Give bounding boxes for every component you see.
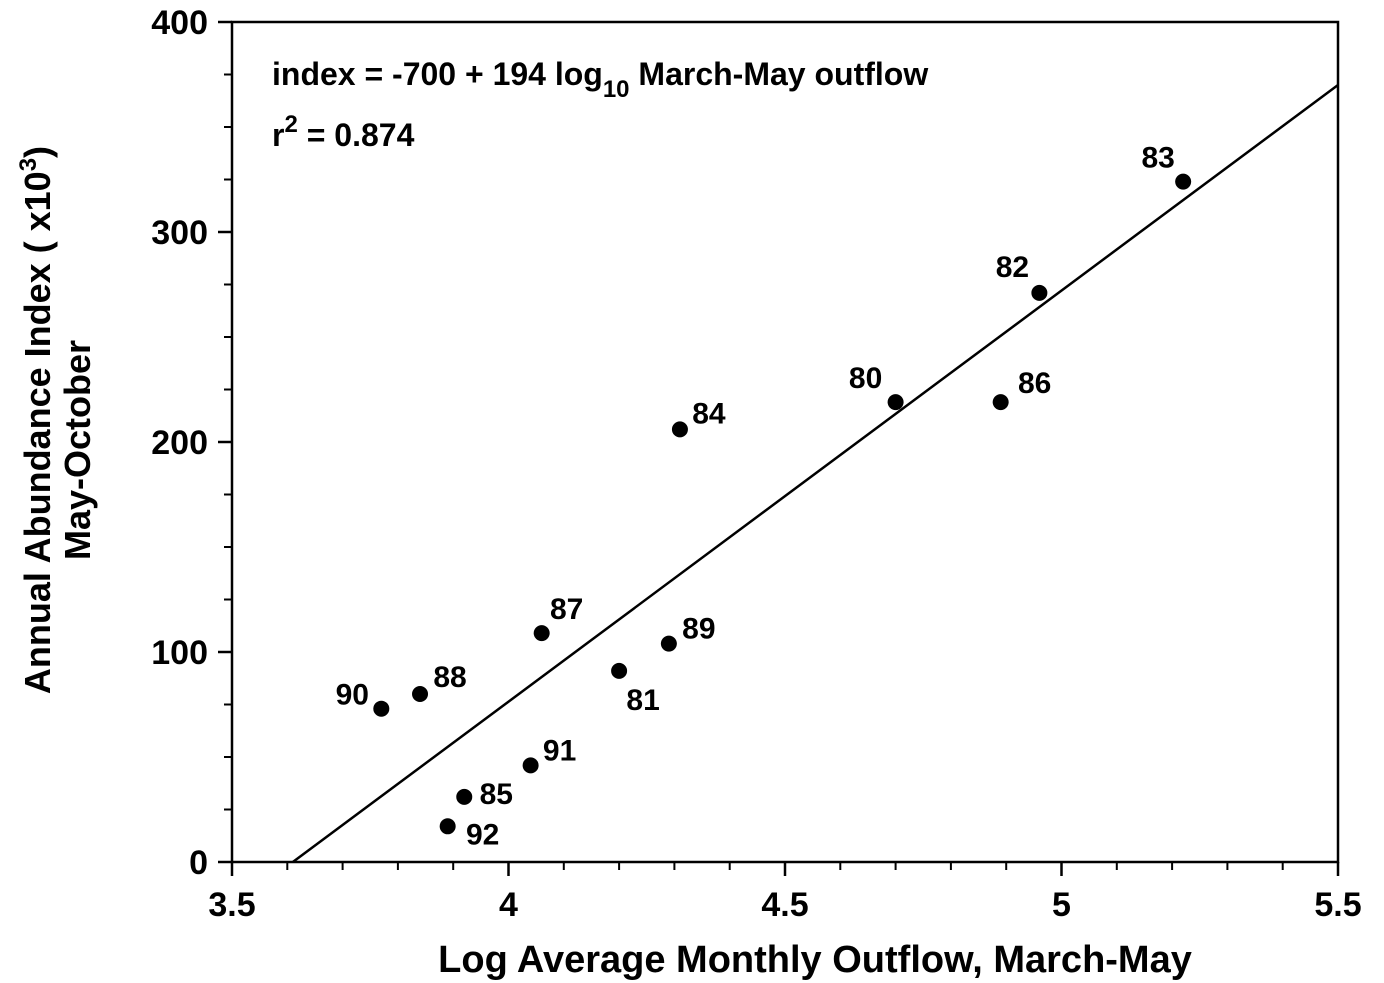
y-axis-subtitle: May-October (57, 340, 98, 560)
point (671, 421, 688, 438)
x-tick-label: 5 (1052, 886, 1071, 924)
annotation-sup: 2 (284, 111, 297, 138)
y-tick-label: 300 (151, 214, 208, 252)
x-tick-label: 4.5 (761, 886, 808, 924)
annotation: index = -700 + 194 log10 March-May outfl… (272, 56, 928, 103)
x-tick-label: 3.5 (208, 886, 255, 924)
annotation-part: = 0.874 (298, 117, 415, 153)
point (373, 700, 390, 717)
point (1175, 173, 1192, 190)
point-label: 84 (692, 397, 726, 430)
point-label: 85 (480, 778, 513, 811)
point (611, 662, 628, 679)
y-axis-title-part: Annual Abundance Index ( x10 (17, 171, 58, 694)
y-axis-title: Annual Abundance Index ( x103) (15, 146, 58, 694)
annotation-part: r (272, 117, 284, 153)
fit-line (292, 83, 1339, 864)
point-label: 87 (550, 593, 583, 626)
y-tick-label: 0 (189, 844, 208, 882)
point-label: 91 (543, 734, 576, 767)
y-axis-title-sup: 3 (15, 158, 42, 171)
point-label: 90 (336, 679, 369, 712)
point (533, 625, 550, 642)
point (660, 635, 677, 652)
point (439, 818, 456, 835)
annotation: r2 = 0.874 (272, 111, 415, 153)
x-tick-label: 5.5 (1314, 886, 1361, 924)
point (522, 757, 539, 774)
point (992, 394, 1009, 411)
point-label: 89 (682, 613, 715, 646)
x-tick-label: 4 (499, 886, 518, 924)
x-axis-title: Log Average Monthly Outflow, March-May (438, 939, 1192, 981)
point-label: 81 (626, 684, 659, 717)
point-label: 92 (466, 818, 499, 851)
y-tick-label: 200 (151, 424, 208, 462)
point (1031, 284, 1048, 301)
y-axis-title-part: ) (17, 146, 58, 158)
point (887, 394, 904, 411)
point-label: 86 (1018, 367, 1051, 400)
point-label: 83 (1141, 142, 1174, 175)
annotation-sub: 10 (603, 76, 630, 103)
point-label: 88 (433, 661, 466, 694)
y-tick-label: 400 (151, 4, 208, 42)
point (456, 788, 473, 805)
y-tick-label: 100 (151, 634, 208, 672)
annotation-part: March-May outflow (630, 56, 929, 92)
point (412, 686, 429, 702)
annotation-part: index = -700 + 194 log (272, 56, 603, 92)
point-label: 80 (849, 362, 882, 395)
point-label: 82 (996, 251, 1029, 284)
